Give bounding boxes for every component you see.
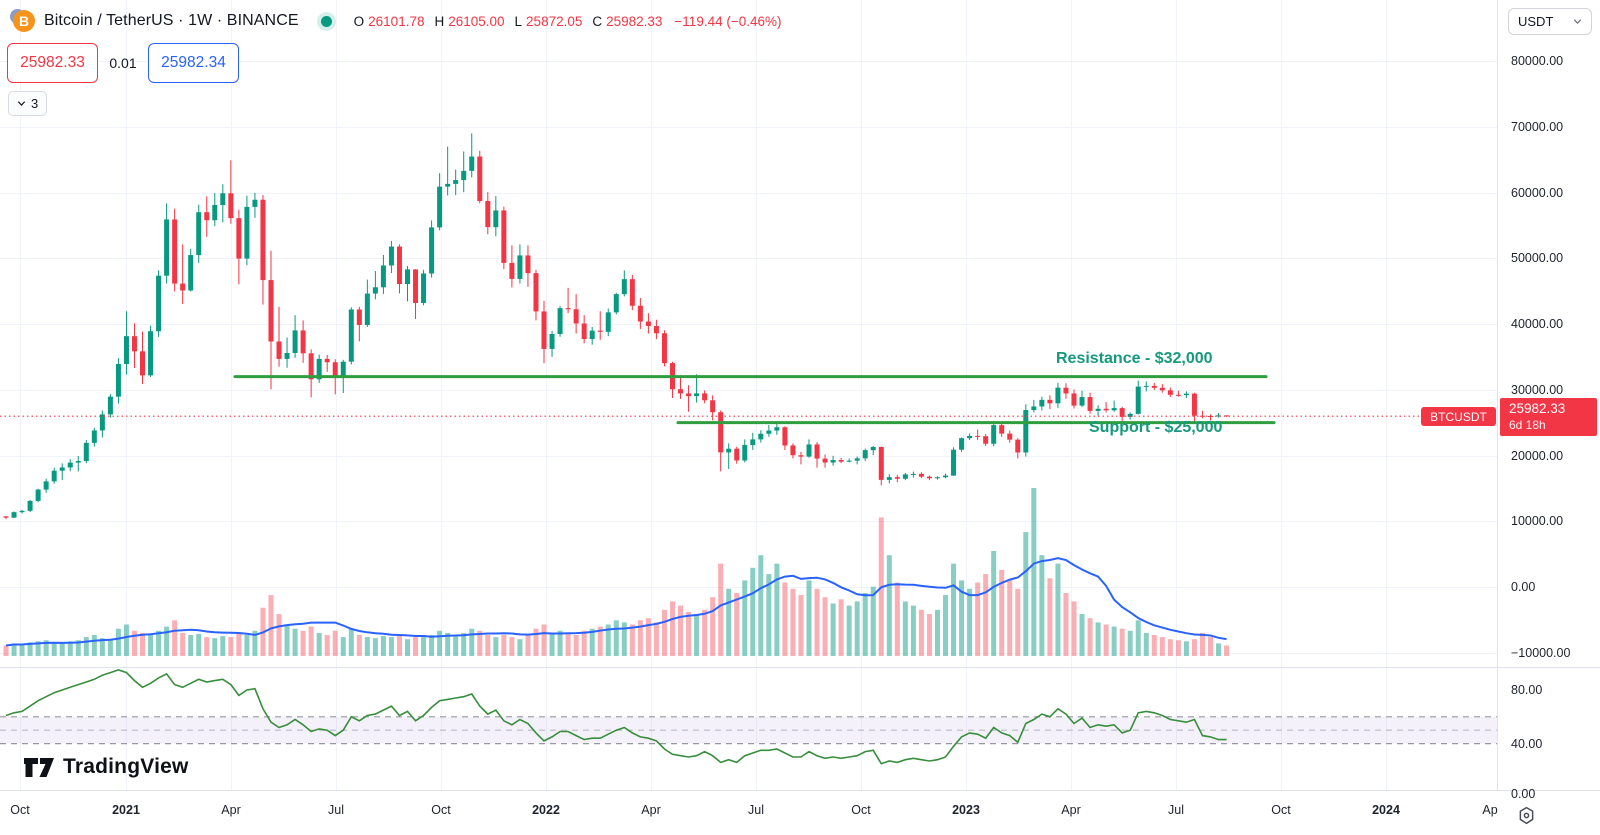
indicator-count: 3 <box>31 96 39 111</box>
symbol-price-tag: BTCUSDT <box>1421 407 1496 426</box>
time-tick-label: Oct <box>10 803 30 817</box>
rsi-tick-label: 40.00 <box>1511 736 1543 751</box>
time-tick-label: Apr <box>641 803 661 817</box>
currency-value: USDT <box>1518 14 1554 29</box>
current-price: 25982.33 <box>1509 401 1566 417</box>
sell-bid-button[interactable]: 25982.33 <box>7 43 98 83</box>
chevron-down-icon <box>17 101 26 107</box>
price-tick-label: 0.00 <box>1511 580 1536 594</box>
time-tick-label: Apr <box>1061 803 1081 817</box>
tradingview-logo-icon <box>24 757 54 777</box>
pane-dividers <box>0 0 1600 791</box>
price-axis[interactable]: 80000.00 70000.00 60000.00 50000.00 40000.00… <box>1498 0 1600 801</box>
tradingview-logo[interactable]: TradingView <box>24 755 189 779</box>
chevron-down-icon <box>1573 19 1582 25</box>
rsi-tick-label: 80.00 <box>1511 683 1543 697</box>
price-tick-label: 60000.00 <box>1511 185 1564 200</box>
low-label: L <box>514 13 523 29</box>
open-value: 26101.78 <box>368 13 425 29</box>
bitcoin-icon: B <box>10 9 36 33</box>
chart-header: B Bitcoin / TetherUS · 1W · BINANCE O 26… <box>10 8 782 34</box>
low-value: 25872.05 <box>526 13 583 29</box>
price-tick-label: 40000.00 <box>1511 317 1564 331</box>
current-price-axis-label: 25982.33 6d 18h <box>1500 398 1597 436</box>
open-label: O <box>353 13 365 29</box>
ohlc-legend: O 26101.78 H 26105.00 L 25872.05 C 25982… <box>354 14 782 29</box>
time-tick-label: 2022 <box>532 803 560 817</box>
rsi-series <box>5 669 1227 765</box>
rsi-band <box>0 716 1497 745</box>
time-tick-label: Oct <box>851 803 871 817</box>
high-value: 26105.00 <box>448 13 505 29</box>
price-tick-label: 50000.00 <box>1511 251 1564 266</box>
price-tick-label: 10000.00 <box>1511 514 1564 529</box>
time-tick-label: Oct <box>1271 803 1291 817</box>
change-value: −119.44 (−0.46%) <box>674 13 782 29</box>
time-axis[interactable]: Oct 2021 Apr Jul Oct 2022 Apr Jul Oct 2023 Apr Jul O… <box>0 790 1600 835</box>
tradingview-logo-text: TradingView <box>63 755 189 778</box>
indicator-count-chip[interactable]: 3 <box>8 91 48 116</box>
grid <box>0 0 1497 790</box>
bar-countdown: 6d 18h <box>1509 417 1546 432</box>
resistance-label[interactable]: Resistance - $32,000 <box>1056 350 1213 367</box>
close-value: 25982.33 <box>606 13 663 29</box>
price-tick-label: 80000.00 <box>1511 54 1564 68</box>
price-tick-label: −10000.00 <box>1511 645 1571 660</box>
symbol-title[interactable]: Bitcoin / TetherUS · 1W · BINANCE <box>44 12 299 29</box>
time-tick-label: 2023 <box>952 803 980 817</box>
candlestick-series <box>3 133 1230 520</box>
support-label[interactable]: Support - $25,000 <box>1089 419 1223 436</box>
close-label: C <box>592 13 603 29</box>
settings-gear-icon[interactable] <box>1516 805 1537 826</box>
rsi-tick-label: 0.00 <box>1511 787 1536 801</box>
buy-ask-button[interactable]: 25982.34 <box>148 43 239 83</box>
price-tick-label: 30000.00 <box>1511 382 1564 397</box>
time-tick-label: Jul <box>748 803 764 817</box>
time-tick-label: 2021 <box>112 803 140 817</box>
time-tick-label: 2024 <box>1372 803 1400 817</box>
order-panel: 25982.33 0.01 25982.34 <box>7 43 239 83</box>
market-status-icon <box>320 15 332 27</box>
time-tick-label: Jul <box>328 803 344 817</box>
time-tick-label: Apr <box>221 803 241 817</box>
high-label: H <box>434 13 445 29</box>
time-tick-label: Oct <box>431 803 451 817</box>
time-tick-label: Ap <box>1482 803 1498 817</box>
price-tick-label: 70000.00 <box>1511 119 1564 134</box>
volume-ma-line <box>5 557 1227 647</box>
price-tick-label: 20000.00 <box>1511 448 1564 463</box>
spread-value: 0.01 <box>109 55 137 71</box>
volume-series <box>3 488 1230 656</box>
currency-selector[interactable]: USDT <box>1508 8 1592 35</box>
time-tick-label: Jul <box>1168 803 1184 817</box>
